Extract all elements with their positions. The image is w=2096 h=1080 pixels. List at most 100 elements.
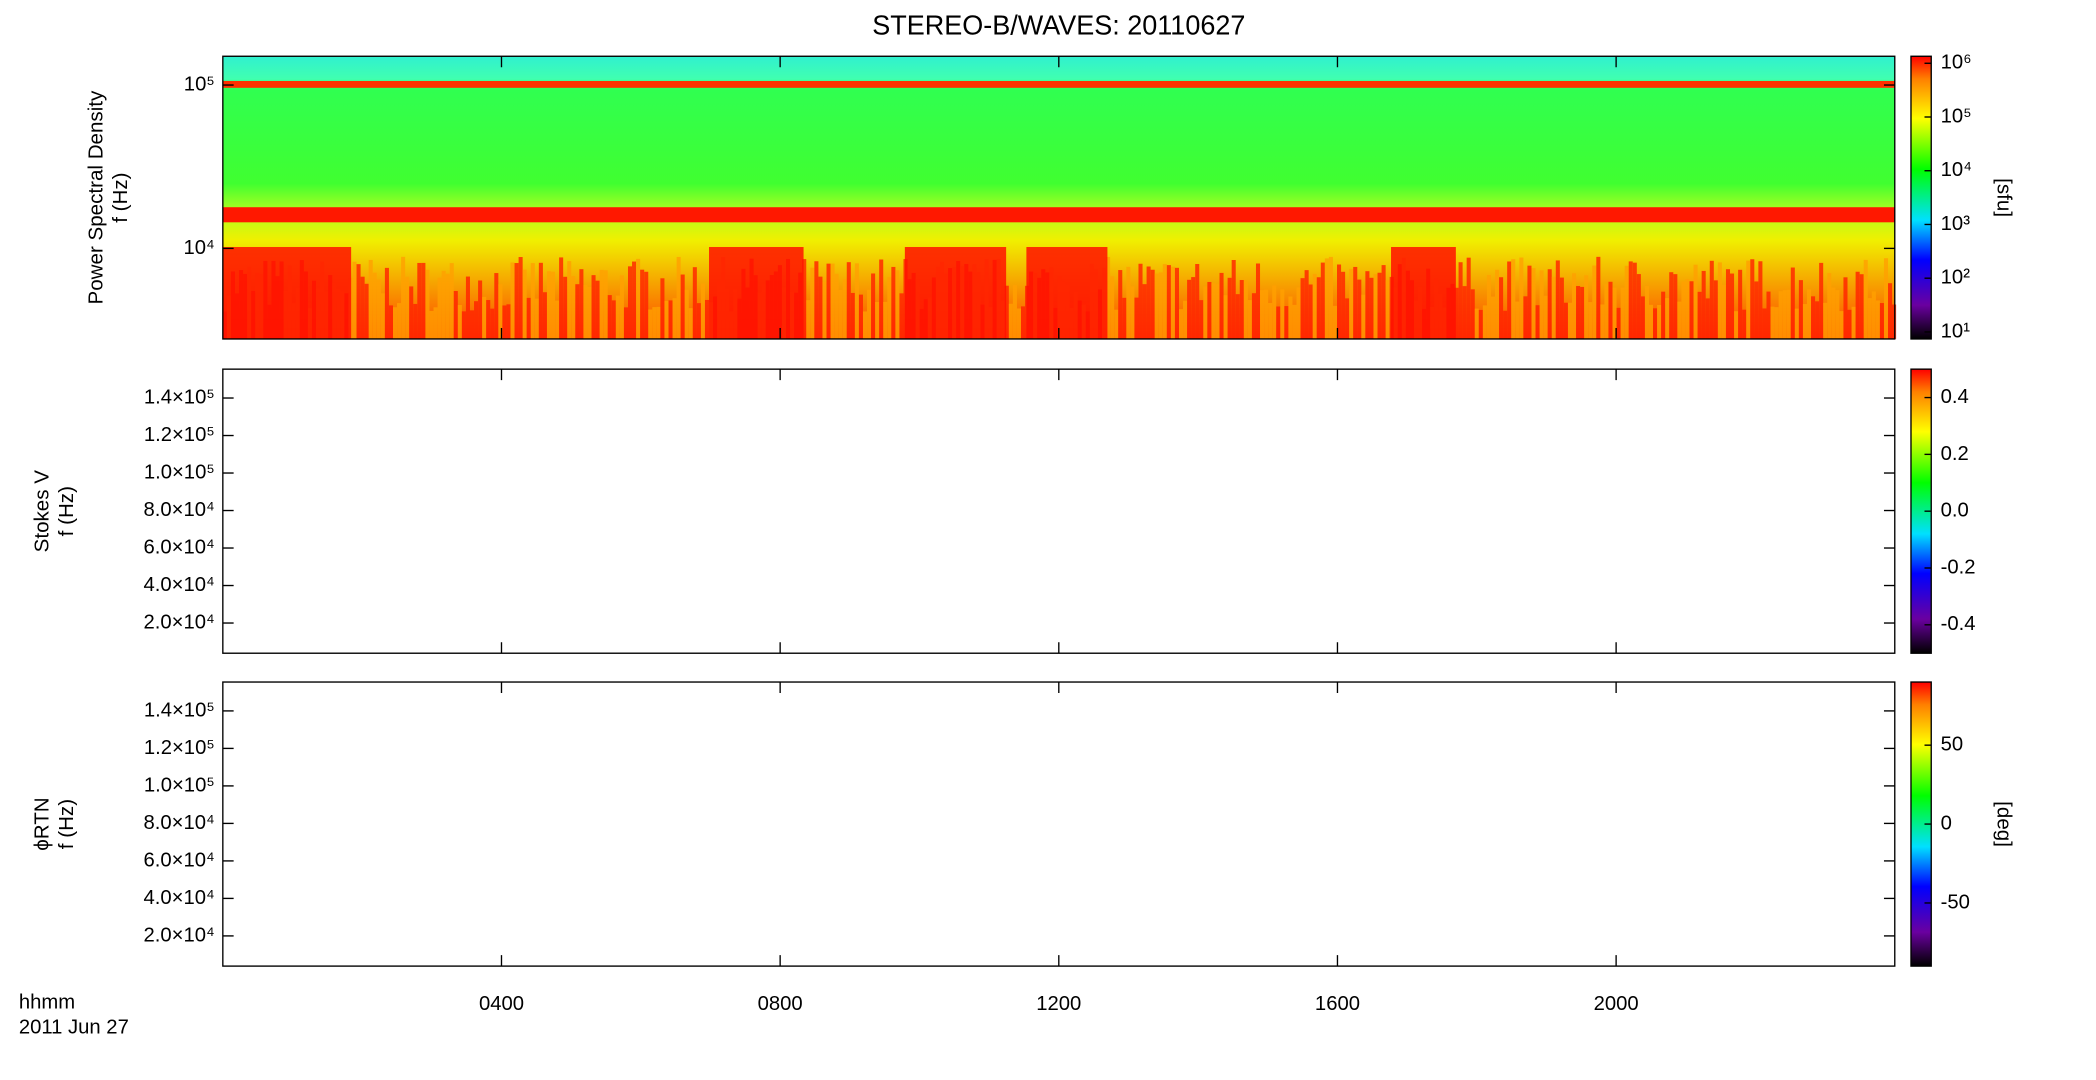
spectrogram-texture [1227,277,1232,339]
spectrogram-texture [222,80,1897,339]
spectrogram-texture [1754,281,1759,339]
spectrogram-texture [1114,309,1119,339]
spectrogram-texture [599,269,604,339]
spectrogram-texture [709,247,804,339]
spectrogram-texture [822,282,827,339]
spectrogram-texture [526,297,531,339]
spectrogram-texture [680,274,685,339]
spectrogram-texture [1867,298,1872,339]
spectrogram-texture [1624,265,1629,339]
y-tick-label: 8.0×10⁴ [144,499,215,521]
spectrogram-texture [498,284,503,339]
spectrogram-texture [1531,268,1536,339]
spectrogram-texture [502,305,507,339]
spectrogram-texture [1361,294,1366,339]
spectrogram-texture [607,295,612,339]
spectrogram-texture [1341,271,1346,339]
spectrogram-texture [222,207,1895,223]
spectrogram-texture [1300,278,1305,339]
spectrogram-texture [1657,304,1662,339]
spectrogram-texture [1782,290,1787,339]
spectrogram-texture [514,263,519,339]
spectrogram-texture [542,292,547,339]
spectrogram-texture [842,279,847,339]
spectrogram-texture [1288,296,1293,339]
spectrogram-texture [1166,265,1171,339]
spectrogram-texture [486,300,491,339]
spectrogram-texture [1685,279,1690,339]
spectrogram-texture [372,272,377,339]
spectrogram-texture [846,262,851,339]
y-tick-label: 8.0×10⁴ [144,812,215,834]
spectrogram-texture [1819,262,1824,339]
spectrogram-texture [1106,256,1111,339]
spectrogram-texture [364,283,369,339]
spectrogram-texture [1191,277,1196,339]
spectrogram-texture [1264,289,1269,339]
spectrogram-texture [1798,280,1803,339]
spectrogram-texture [1495,269,1500,339]
spectrogram-texture [1681,281,1686,339]
spectrogram-texture [636,258,641,339]
spectrogram-texture [1243,280,1248,339]
spectrogram-texture [611,300,616,339]
spectrogram-texture [871,273,876,339]
spectrogram-texture [692,267,697,339]
spectrogram-texture [1365,271,1370,339]
spectrogram-texture [457,305,462,339]
x-axis-label: hhmm [19,991,75,1013]
spectrogram-texture [555,300,560,339]
spectrogram-texture [1815,301,1820,339]
spectrogram-texture [465,276,470,339]
colorbar-tick-label: -0.2 [1941,556,1976,578]
spectrogram-texture [1653,308,1658,339]
spectrogram-texture [1110,276,1115,339]
y-tick-label: 1.0×10⁵ [144,774,215,796]
spectrogram-texture [401,256,406,339]
spectrogram-texture [1636,274,1641,339]
spectrogram-texture [1766,291,1771,339]
spectrogram-texture [1863,259,1868,339]
spectrogram-texture [1454,287,1459,339]
y-tick-label: 2.0×10⁴ [144,924,215,946]
spectrogram-texture [1020,306,1026,339]
spectrogram-texture [1827,273,1832,339]
colorbar-tick-label: 10² [1941,266,1970,288]
spectrogram-texture [393,307,398,339]
spectrogram-texture [1126,266,1131,339]
spectrogram-texture [1183,300,1188,339]
spectrogram-texture [1511,259,1516,339]
spectrogram-texture [1324,258,1329,339]
plot-frame [222,681,1896,967]
spectrogram-texture [1255,263,1261,339]
spectrogram-texture [814,261,819,339]
spectrogram-texture [1284,306,1289,339]
spectrogram-texture [854,263,859,339]
spectrogram-texture [1620,287,1625,339]
spectrogram-texture [1231,260,1236,339]
y-tick-label: 1.0×10⁵ [144,461,215,483]
spectrogram-texture [1515,301,1520,339]
spectrogram-texture [1871,291,1876,339]
colorbar-tick-label: 10¹ [1941,320,1970,342]
colorbar-tick-label: 0.2 [1941,443,1969,465]
spectrogram-texture [1195,264,1200,339]
spectrogram-texture [482,296,487,339]
spectrogram-texture [1802,304,1807,339]
spectrogram-texture [1713,280,1718,339]
spectrogram-texture [1669,272,1674,339]
spectrogram-texture [1026,247,1108,339]
spectrogram-texture [421,262,426,339]
spectrogram-texture [559,257,564,339]
spectrogram-texture [660,278,665,339]
spectrogram-texture [1268,303,1273,339]
spectrogram-texture [1462,286,1467,339]
spectrogram-texture [376,279,381,339]
colorbar-label: [deg] [1993,801,2015,847]
spectrogram-texture [1012,285,1017,339]
spectrogram-texture [1644,285,1649,339]
spectrogram-texture [510,262,515,339]
spectrogram-texture [1576,286,1581,339]
spectrogram-texture [445,273,450,339]
spectrogram-texture [1774,307,1779,339]
